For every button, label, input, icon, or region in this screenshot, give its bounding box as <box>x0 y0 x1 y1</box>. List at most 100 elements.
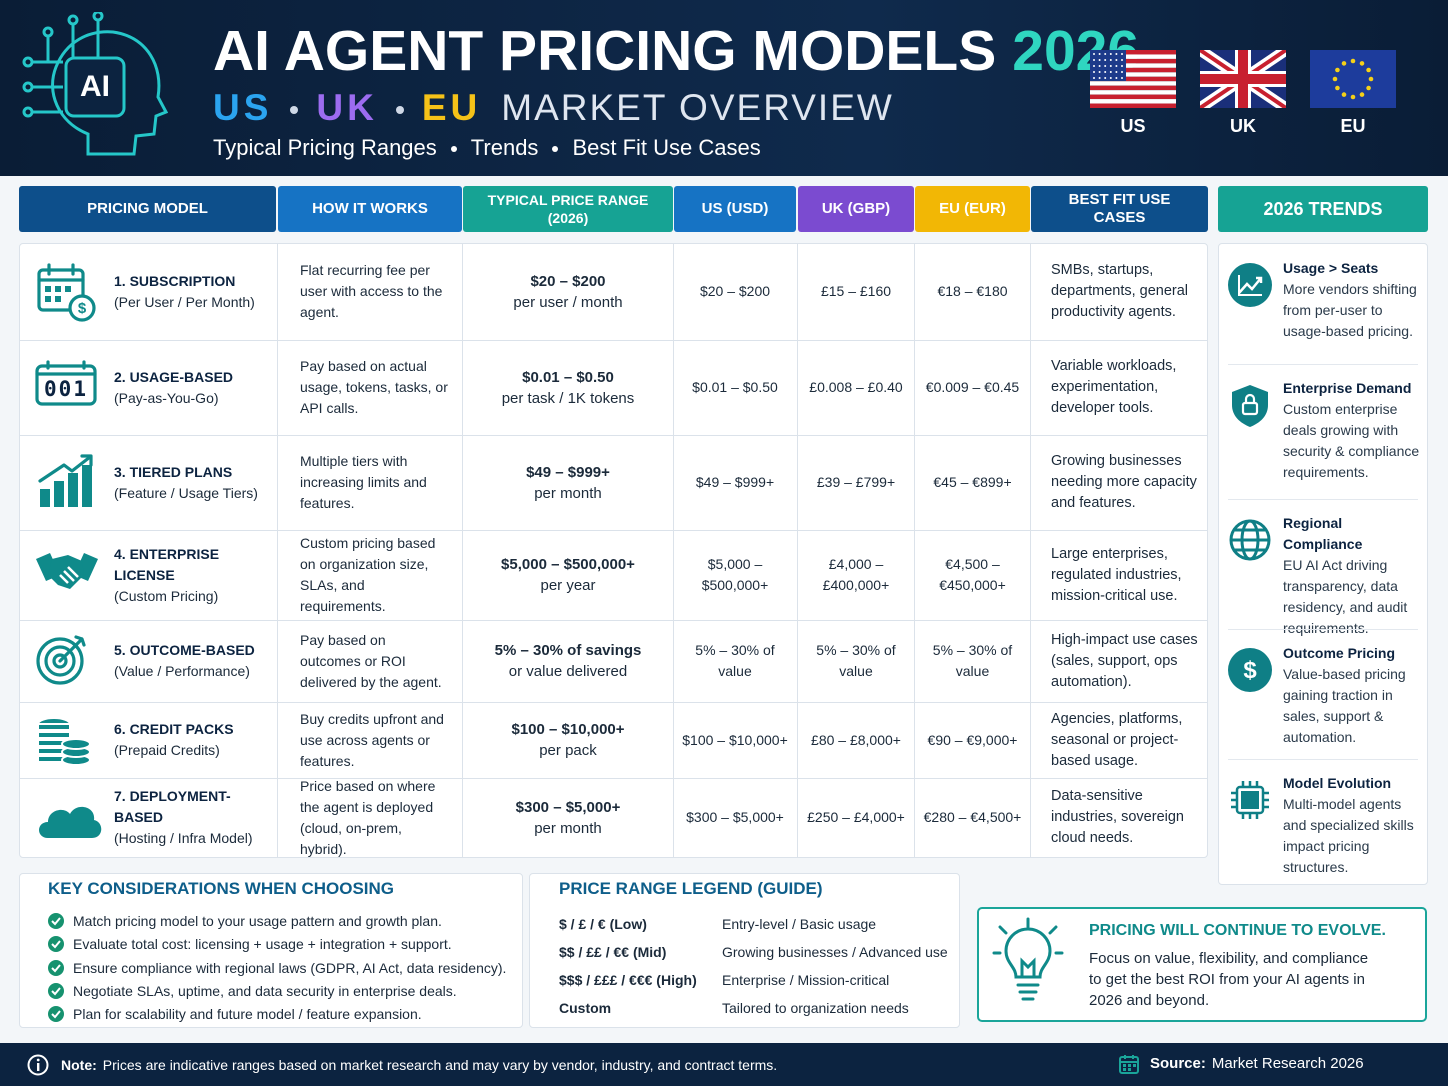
icon-part <box>32 20 100 114</box>
icon-part <box>37 267 85 312</box>
price-unit: per task / 1K tokens <box>501 389 635 407</box>
separator-dot <box>450 146 457 153</box>
icon-part <box>1093 71 1095 73</box>
price-unit: or value delivered <box>508 663 628 680</box>
price-uk: £80 – £8,000+ <box>811 731 901 748</box>
icon-part <box>1104 65 1107 67</box>
icon-part <box>1104 53 1107 55</box>
icon-part <box>52 653 68 669</box>
icon-part <box>1090 103 1176 108</box>
icon <box>48 959 64 976</box>
legend-title: PRICE RANGE LEGEND (GUIDE) <box>559 879 823 898</box>
price-uk: £39 – £799+ <box>816 474 896 490</box>
icon-part <box>1123 1068 1126 1071</box>
icon-part <box>48 982 64 999</box>
icon-part <box>1123 1064 1136 1071</box>
callout-box <box>977 907 1427 1022</box>
icon-part <box>67 14 79 26</box>
icon-part <box>61 738 91 750</box>
column-header: EU (EUR) <box>915 186 1030 232</box>
model-note: (Per User / Per Month) <box>114 293 255 310</box>
icon-part <box>37 262 85 282</box>
icon-part <box>35 359 97 376</box>
icon-part <box>48 959 64 976</box>
source-label: Source: <box>1150 1055 1206 1072</box>
model-name: 2. USAGE-BASED <box>114 368 234 385</box>
icon-part <box>1093 65 1095 67</box>
model-cell: 6. CREDIT PACKS (Prepaid Credits) <box>114 702 274 778</box>
price-range: $49 – $999+ <box>526 463 610 481</box>
icon <box>36 553 98 589</box>
icon-part <box>1133 1064 1136 1067</box>
column-divider <box>1030 243 1031 857</box>
source-text: Market Research 2026 <box>1211 1055 1364 1072</box>
icon-part <box>68 472 78 507</box>
flag-label: EU <box>1340 116 1366 136</box>
icon-part <box>37 723 71 731</box>
icon-part <box>37 731 71 739</box>
icon-part <box>1332 76 1338 82</box>
icon-part <box>1231 528 1269 552</box>
icon: $ <box>37 262 96 322</box>
icon-part <box>48 936 64 953</box>
column-divider <box>914 243 915 857</box>
how-it-works: Custom pricing based on organization siz… <box>300 535 436 614</box>
icon-part <box>1090 67 1176 73</box>
price-uk: £4,000 – £400,000+ <box>822 556 890 593</box>
consideration-item: Ensure compliance with regional laws (GD… <box>73 959 507 976</box>
icon-part <box>1098 53 1101 55</box>
legend-meaning: Enterprise / Mission-critical <box>722 972 890 988</box>
model-icon <box>34 631 102 691</box>
icon <box>35 359 97 406</box>
icon-part <box>1121 77 1123 79</box>
trend-body: More vendors shifting from per-user to u… <box>1283 281 1417 339</box>
icon-part <box>27 1054 49 1076</box>
price-unit: per month <box>534 819 602 837</box>
icon-part <box>1115 71 1118 73</box>
trend-body: Custom enterprise deals growing with sec… <box>1283 401 1420 480</box>
price-eu: €0.009 – €0.45 <box>925 379 1020 395</box>
trend-icon: $ <box>1228 648 1272 692</box>
price-uk: £0.008 – £0.40 <box>809 379 903 395</box>
trend-text: Regional Compliance EU AI Act driving tra… <box>1283 513 1421 639</box>
icon-part <box>51 940 61 949</box>
icon-part <box>37 262 96 322</box>
model-note: (Prepaid Credits) <box>114 742 220 758</box>
calendar-icon <box>1118 1053 1140 1075</box>
price-us: $0.01 – $0.50 <box>692 379 778 395</box>
model-name: 5. OUTCOME-BASED <box>114 642 255 658</box>
icon-part <box>1109 59 1112 61</box>
icon-part <box>22 10 169 156</box>
model-note: (Hosting / Infra Model) <box>114 830 253 846</box>
price-range: 5% – 30% of savings <box>494 642 642 659</box>
icon-part <box>48 1006 64 1023</box>
legend-box <box>529 873 960 1028</box>
icon-part: $ <box>45 285 87 317</box>
legend-meaning: Growing businesses / Advanced use <box>722 944 948 960</box>
check-icon <box>48 982 64 999</box>
price-us: $300 – $5,000+ <box>686 809 784 825</box>
footer-note: Note: Prices are indicative ranges based … <box>61 1054 961 1076</box>
icon-part <box>22 81 34 93</box>
logo <box>18 10 169 162</box>
icon-part <box>1104 71 1107 73</box>
icon-part <box>51 987 61 996</box>
price-eu: €4,500 – €450,000+ <box>939 556 1006 593</box>
considerations-title: KEY CONSIDERATIONS WHEN CHOOSING <box>48 879 395 898</box>
icon-part <box>45 285 51 292</box>
icon-part <box>45 295 51 302</box>
consideration-item: Plan for scalability and future model / … <box>73 1006 422 1023</box>
icon-part <box>35 359 97 406</box>
check-icon <box>48 959 64 976</box>
icon-part <box>1090 76 1176 82</box>
icon-part <box>1238 275 1262 296</box>
model-icon <box>34 788 102 848</box>
price-us: 5% – 30% of value <box>695 642 775 679</box>
trend-body: Value-based pricing gaining traction in … <box>1283 666 1406 745</box>
icon-part <box>38 454 92 483</box>
icon-part <box>42 26 54 38</box>
model-cell: 1. SUBSCRIPTION (Per User / Per Month) <box>114 243 274 340</box>
price-eu: 5% – 30% of value <box>932 642 1013 679</box>
icon-part <box>1241 401 1259 416</box>
